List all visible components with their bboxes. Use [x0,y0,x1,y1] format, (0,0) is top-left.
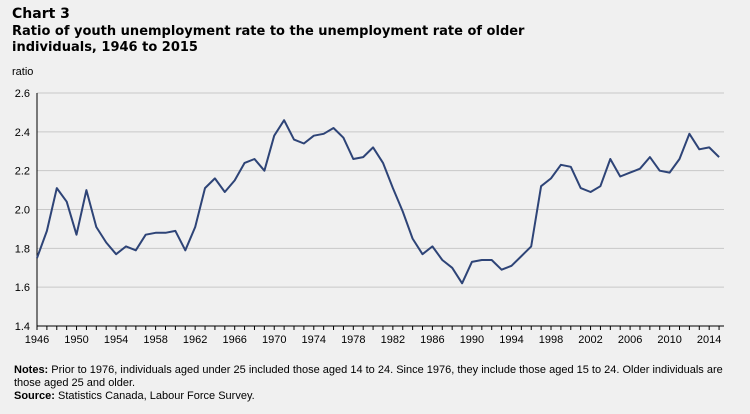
x-tick-label: 1990 [460,334,484,346]
y-tick-label: 2.0 [15,205,30,217]
y-tick-label: 1.8 [15,243,30,255]
x-tick-label: 1986 [420,334,444,346]
x-tick-label: 1974 [302,334,326,346]
x-tick-label: 1982 [381,334,405,346]
x-tick-label: 2010 [657,334,681,346]
x-tick-label: 1994 [499,334,523,346]
x-tick-label: 2006 [618,334,642,346]
chart-notes: Notes: Prior to 1976, individuals aged u… [14,364,734,403]
y-axis-label: ratio [12,66,34,78]
y-tick-label: 1.4 [15,321,30,333]
y-tick-label: 2.6 [15,88,30,100]
chart-title: Ratio of youth unemployment rate to the … [12,24,525,55]
x-tick-label: 1970 [262,334,286,346]
x-tick-label: 1950 [64,334,88,346]
source-text: Statistics Canada, Labour Force Survey. [54,390,255,402]
notes-label: Notes: [14,364,49,376]
notes-text: Prior to 1976, individuals aged under 25… [14,364,723,389]
source-label: Source: [14,390,55,402]
source-line: Source: Statistics Canada, Labour Force … [14,390,734,403]
x-tick-label: 1998 [539,334,563,346]
y-tick-label: 1.6 [15,282,30,294]
series-line [36,119,720,285]
x-tick-label: 1962 [183,334,207,346]
x-tick-label: 1958 [143,334,167,346]
y-tick-label: 2.4 [15,127,30,139]
notes-line: Notes: Prior to 1976, individuals aged u… [14,364,734,390]
x-tick-label: 1946 [25,334,49,346]
x-tick-label: 2002 [578,334,602,346]
x-tick-label: 1954 [104,334,128,346]
x-tick-label: 2014 [697,334,721,346]
x-tick-label: 1966 [222,334,246,346]
x-tick-label: 1978 [341,334,365,346]
y-tick-label: 2.2 [15,166,30,178]
chart-label: Chart 3 [12,6,70,22]
